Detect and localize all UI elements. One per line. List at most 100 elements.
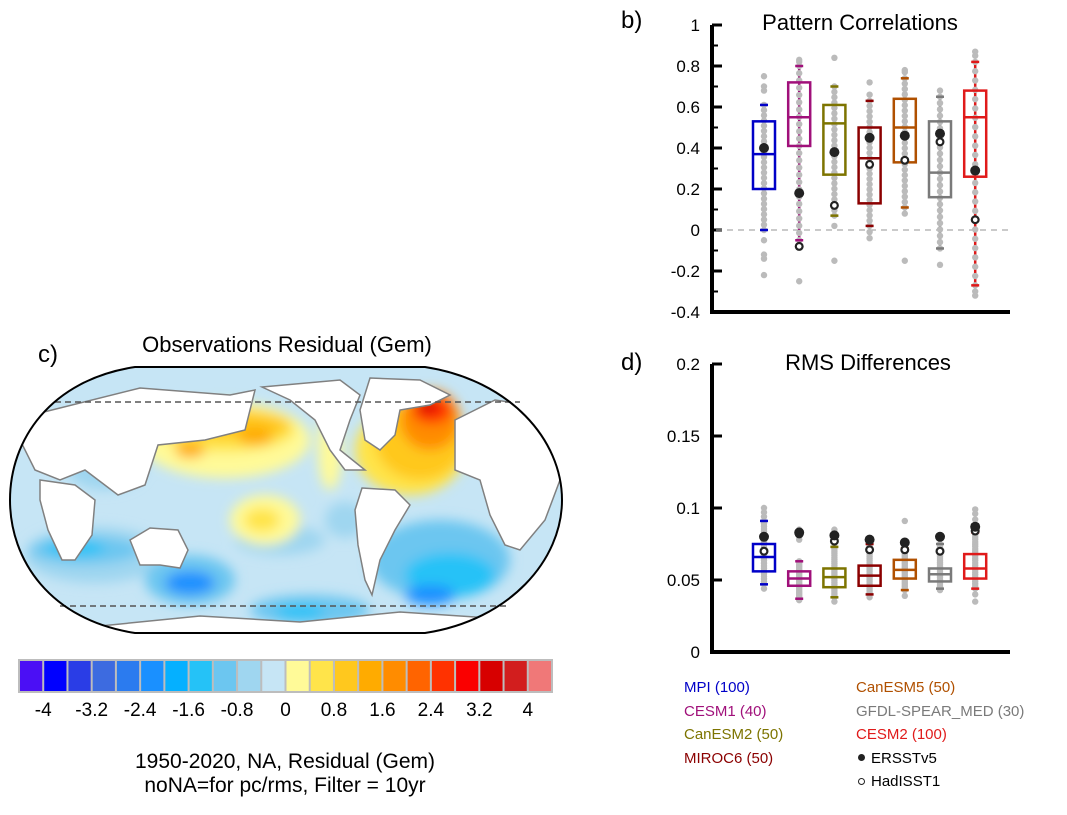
member-point <box>972 263 979 270</box>
colorbar-tick-label: 2.4 <box>417 700 445 721</box>
member-point <box>866 186 873 193</box>
member-point <box>796 215 803 222</box>
member-point <box>936 99 944 107</box>
hadisst1-marker <box>970 215 980 225</box>
member-point <box>866 113 873 120</box>
member-point <box>936 188 944 195</box>
y-tick-label: 0 <box>691 221 700 240</box>
member-point <box>901 91 908 98</box>
outlier-point <box>866 228 873 236</box>
colorbar-swatch <box>504 661 527 691</box>
box-cesm2 <box>962 506 988 605</box>
panel-c-letter: c) <box>38 341 58 368</box>
panel-b-letter: b) <box>621 7 642 34</box>
y-tick-label: 0.2 <box>676 355 700 374</box>
colorbar <box>18 659 553 693</box>
member-point <box>760 211 768 218</box>
box-canesm2 <box>822 54 847 264</box>
colorbar-swatch <box>213 661 237 691</box>
member-point <box>901 171 908 179</box>
outlier-point <box>972 598 979 605</box>
member-point <box>831 88 838 96</box>
member-point <box>796 84 803 91</box>
member-point <box>936 106 944 113</box>
member-point <box>796 164 803 171</box>
member-point <box>936 201 944 208</box>
member-point <box>796 229 803 237</box>
filled-circle-icon <box>858 754 865 762</box>
legend-column-right: CanESM5 (50) GFDL-SPEAR_MED (30) CESM2 (… <box>856 676 1024 794</box>
box-canesm2 <box>822 526 847 605</box>
colorbar-tick-label: -4 <box>34 700 52 721</box>
outlier-point <box>866 594 873 601</box>
legend-label: MPI (100) <box>684 679 750 696</box>
member-point <box>936 182 944 189</box>
ersstv5-marker <box>899 130 910 141</box>
outlier-point <box>760 513 768 520</box>
member-point <box>760 159 768 166</box>
member-point <box>796 222 803 229</box>
member-point <box>901 102 908 109</box>
colorbar-swatch <box>165 661 188 691</box>
y-tick-label: 0.2 <box>676 180 700 199</box>
outlier-point <box>796 58 803 66</box>
box-mpi <box>751 73 777 279</box>
member-point <box>901 182 908 190</box>
ersstv5-marker <box>829 530 840 541</box>
ersstv5-marker <box>899 537 910 548</box>
legend-label: MIROC6 (50) <box>684 749 774 767</box>
box-iqr <box>962 89 988 178</box>
figure-caption: 1950-2020, NA, Residual (Gem) noNA=for p… <box>60 750 510 798</box>
member-point <box>796 91 803 99</box>
colorbar-swatch <box>528 661 551 691</box>
legend-item-hadisst1: HadISST1 <box>856 770 1024 794</box>
member-point <box>901 145 908 152</box>
member-point <box>901 166 908 173</box>
box-miroc6 <box>857 534 882 601</box>
colorbar-swatch <box>44 661 67 691</box>
member-point <box>831 196 838 203</box>
member-point <box>831 180 838 187</box>
legend-item-gfdl: GFDL-SPEAR_MED (30) <box>856 700 1024 724</box>
panel-b-title: Pattern Correlations <box>762 10 958 35</box>
member-point <box>936 207 944 214</box>
colorbar-tick-label: -1.6 <box>172 700 205 721</box>
legend-item-canesm2: CanESM2 (50) <box>684 723 783 747</box>
member-point <box>901 80 908 87</box>
caption-line-1: 1950-2020, NA, Residual (Gem) <box>135 750 435 773</box>
box-gfdl-spear_med <box>927 531 953 594</box>
box-iqr <box>962 552 988 580</box>
sst-residual-field <box>10 367 562 633</box>
member-point <box>936 232 944 240</box>
colorbar-swatch <box>456 661 479 691</box>
ersstv5-marker <box>935 128 945 139</box>
colorbar-swatch <box>334 661 358 691</box>
panel-b-pattern-correlations: b) Pattern Correlations -0.4 -0.2 0 0.2 0.4 0… <box>621 7 1010 322</box>
y-tick-label: 0.8 <box>676 57 700 76</box>
member-point <box>936 226 944 233</box>
panel-c-title: Observations Residual (Gem) <box>142 332 432 357</box>
member-point <box>760 164 768 171</box>
member-point <box>760 106 768 114</box>
member-point <box>831 126 838 133</box>
member-point <box>831 115 838 122</box>
member-point <box>901 150 908 157</box>
colorbar-swatch <box>189 661 212 691</box>
box-iqr <box>927 120 953 199</box>
legend-label: CanESM2 (50) <box>684 726 784 743</box>
member-point <box>760 133 768 140</box>
member-point <box>796 70 803 77</box>
outlier-point <box>901 517 908 525</box>
member-point <box>972 244 979 252</box>
outlier-point <box>972 516 979 523</box>
legend-item-canesm5: CanESM5 (50) <box>856 676 1024 700</box>
member-point <box>760 138 768 145</box>
outlier-point <box>901 592 908 600</box>
member-point <box>866 212 873 219</box>
legend-item-miroc6: MIROC6 (50) <box>684 747 783 771</box>
panel-d-letter: d) <box>621 349 642 376</box>
member-point <box>796 178 803 186</box>
member-point <box>972 189 979 196</box>
legend-item-mpi: MPI (100) <box>684 676 783 700</box>
outlier-point <box>901 68 908 76</box>
